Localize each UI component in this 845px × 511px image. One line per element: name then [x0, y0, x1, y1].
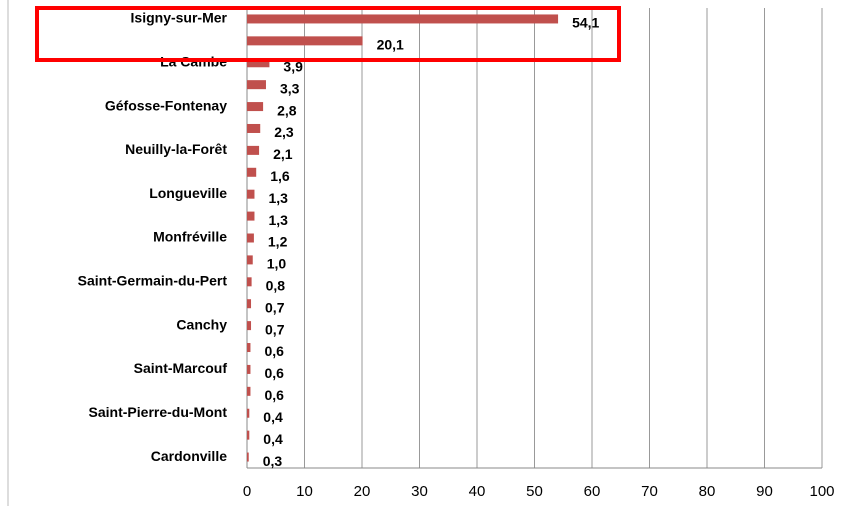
data-label: 2,3: [274, 124, 294, 140]
data-label: 3,9: [283, 58, 303, 74]
x-tick-label: 10: [296, 483, 313, 500]
bar: [247, 430, 250, 440]
data-label: 0,7: [265, 299, 285, 315]
bar: [247, 14, 559, 24]
x-tick-label: 90: [756, 483, 773, 500]
bar: [247, 36, 363, 46]
data-label: 2,8: [277, 102, 297, 118]
data-label: 1,2: [268, 234, 288, 250]
x-tick-label: 0: [243, 483, 251, 500]
y-tick-label: Monfréville: [153, 229, 227, 245]
data-label: 54,1: [572, 15, 599, 31]
bar: [247, 364, 251, 374]
x-tick-label: 60: [584, 483, 601, 500]
x-tick-label: 80: [699, 483, 716, 500]
y-tick-label: Saint-Pierre-du-Mont: [89, 404, 228, 420]
data-label: 0,6: [264, 365, 284, 381]
y-tick-label: Neuilly-la-Forêt: [125, 141, 227, 157]
x-tick-label: 20: [354, 483, 371, 500]
highlight-box: [35, 6, 621, 62]
data-label: 0,4: [263, 409, 283, 425]
data-label: 1,3: [268, 190, 288, 206]
x-tick-label: 50: [526, 483, 543, 500]
data-label: 1,3: [268, 212, 288, 228]
bar: [247, 145, 260, 155]
bar: [247, 102, 264, 112]
y-tick-label: Longueville: [149, 185, 227, 201]
data-label: 0,3: [263, 453, 283, 469]
y-tick-label: Saint-Germain-du-Pert: [78, 273, 228, 289]
x-tick-label: 40: [469, 483, 486, 500]
data-label: 0,8: [266, 278, 286, 294]
bar: [247, 452, 249, 462]
bar: [247, 408, 250, 418]
bar: [247, 299, 252, 309]
data-label: 3,3: [280, 80, 300, 96]
bar: [247, 255, 253, 265]
bar: [247, 343, 251, 353]
bar: [247, 233, 254, 243]
y-tick-label: Isigny-sur-Mer: [131, 10, 228, 26]
bar: [247, 167, 257, 177]
x-tick-label: 70: [641, 483, 658, 500]
bar: [247, 80, 266, 90]
bar: [247, 58, 270, 68]
data-label: 0,6: [264, 343, 284, 359]
x-tick-label: 100: [809, 483, 834, 500]
data-label: 20,1: [377, 37, 404, 53]
bar: [247, 211, 255, 221]
data-label: 0,6: [264, 387, 284, 403]
bar: [247, 123, 261, 133]
x-tick-label: 30: [411, 483, 428, 500]
bar: [247, 386, 251, 396]
bar: [247, 189, 255, 199]
y-tick-label: Cardonville: [151, 448, 227, 464]
data-label: 1,0: [267, 256, 287, 272]
bar: [247, 321, 252, 331]
data-label: 1,6: [270, 168, 290, 184]
data-label: 0,4: [263, 431, 283, 447]
y-tick-label: Géfosse-Fontenay: [105, 97, 227, 113]
data-label: 0,7: [265, 321, 285, 337]
data-label: 2,1: [273, 146, 293, 162]
bar: [247, 277, 252, 287]
y-tick-label: Saint-Marcouf: [134, 360, 228, 376]
plot-area: 0 10 20 30 40 50 60 70 80 90 100 Isigny-sur-Mer 54,1…: [78, 8, 835, 500]
y-tick-label: Canchy: [176, 316, 227, 332]
